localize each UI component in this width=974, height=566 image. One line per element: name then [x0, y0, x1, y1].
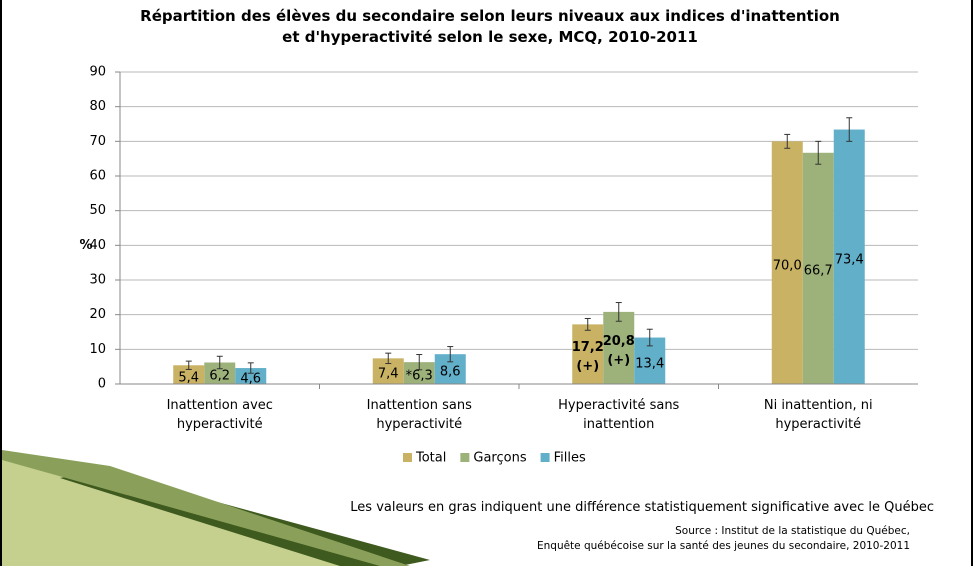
legend-label: Total — [415, 451, 446, 466]
value-label: 13,4 — [635, 356, 665, 372]
decor-edge — [2, 450, 410, 566]
y-tick-label: 90 — [89, 65, 106, 80]
value-label: 8,6 — [439, 364, 461, 380]
legend-swatch — [403, 453, 412, 462]
legend-swatch — [460, 453, 470, 462]
bar — [833, 129, 865, 384]
y-axis-label: % — [79, 238, 92, 253]
legend-label: Filles — [554, 451, 586, 466]
bar — [802, 152, 834, 384]
value-label: 17,2 (+) — [571, 340, 604, 375]
source: Enquête québécoise sur la santé des jeun… — [536, 540, 910, 552]
bar — [603, 311, 635, 384]
value-label: 73,4 — [834, 252, 864, 268]
x-tick-label: Ni inattention, ni hyperactivité — [763, 398, 873, 432]
source: Source : Institut de la statistique du Q… — [675, 525, 910, 537]
legend-label: Garçons — [473, 451, 526, 466]
y-tick-label: 50 — [89, 203, 106, 218]
value-label: *6,3 — [405, 368, 433, 384]
y-tick-label: 30 — [89, 273, 106, 288]
y-tick-label: 10 — [89, 342, 106, 357]
bar — [572, 324, 604, 384]
x-tick-label: Hyperactivité sans inattention — [558, 398, 680, 432]
value-label: 7,4 — [377, 366, 399, 382]
y-tick-label: 70 — [89, 134, 106, 149]
chart-title: Répartition des élèves du secondaire sel… — [140, 7, 840, 46]
bar — [235, 368, 267, 384]
y-tick-label: 0 — [98, 377, 106, 392]
value-label: 4,6 — [240, 371, 262, 387]
x-tick-label: Inattention avec hyperactivité — [166, 398, 273, 432]
value-label: 20,8 (+) — [602, 333, 635, 368]
legend-swatch — [540, 453, 550, 462]
bar — [403, 362, 435, 384]
y-tick-label: 20 — [89, 307, 106, 322]
value-label: 70,0 — [772, 258, 802, 274]
bar — [173, 365, 205, 384]
value-label: 66,7 — [803, 263, 833, 279]
y-tick-label: 60 — [89, 169, 106, 184]
value-label: 5,4 — [178, 370, 200, 386]
note: Les valeurs en gras indiquent une différ… — [350, 500, 934, 515]
value-label: 6,2 — [209, 368, 231, 384]
bar — [771, 141, 803, 384]
y-tick-label: 80 — [89, 99, 106, 114]
y-tick-label: 40 — [89, 238, 106, 253]
bar — [204, 362, 236, 384]
x-tick-label: Inattention sans hyperactivité — [366, 398, 472, 432]
